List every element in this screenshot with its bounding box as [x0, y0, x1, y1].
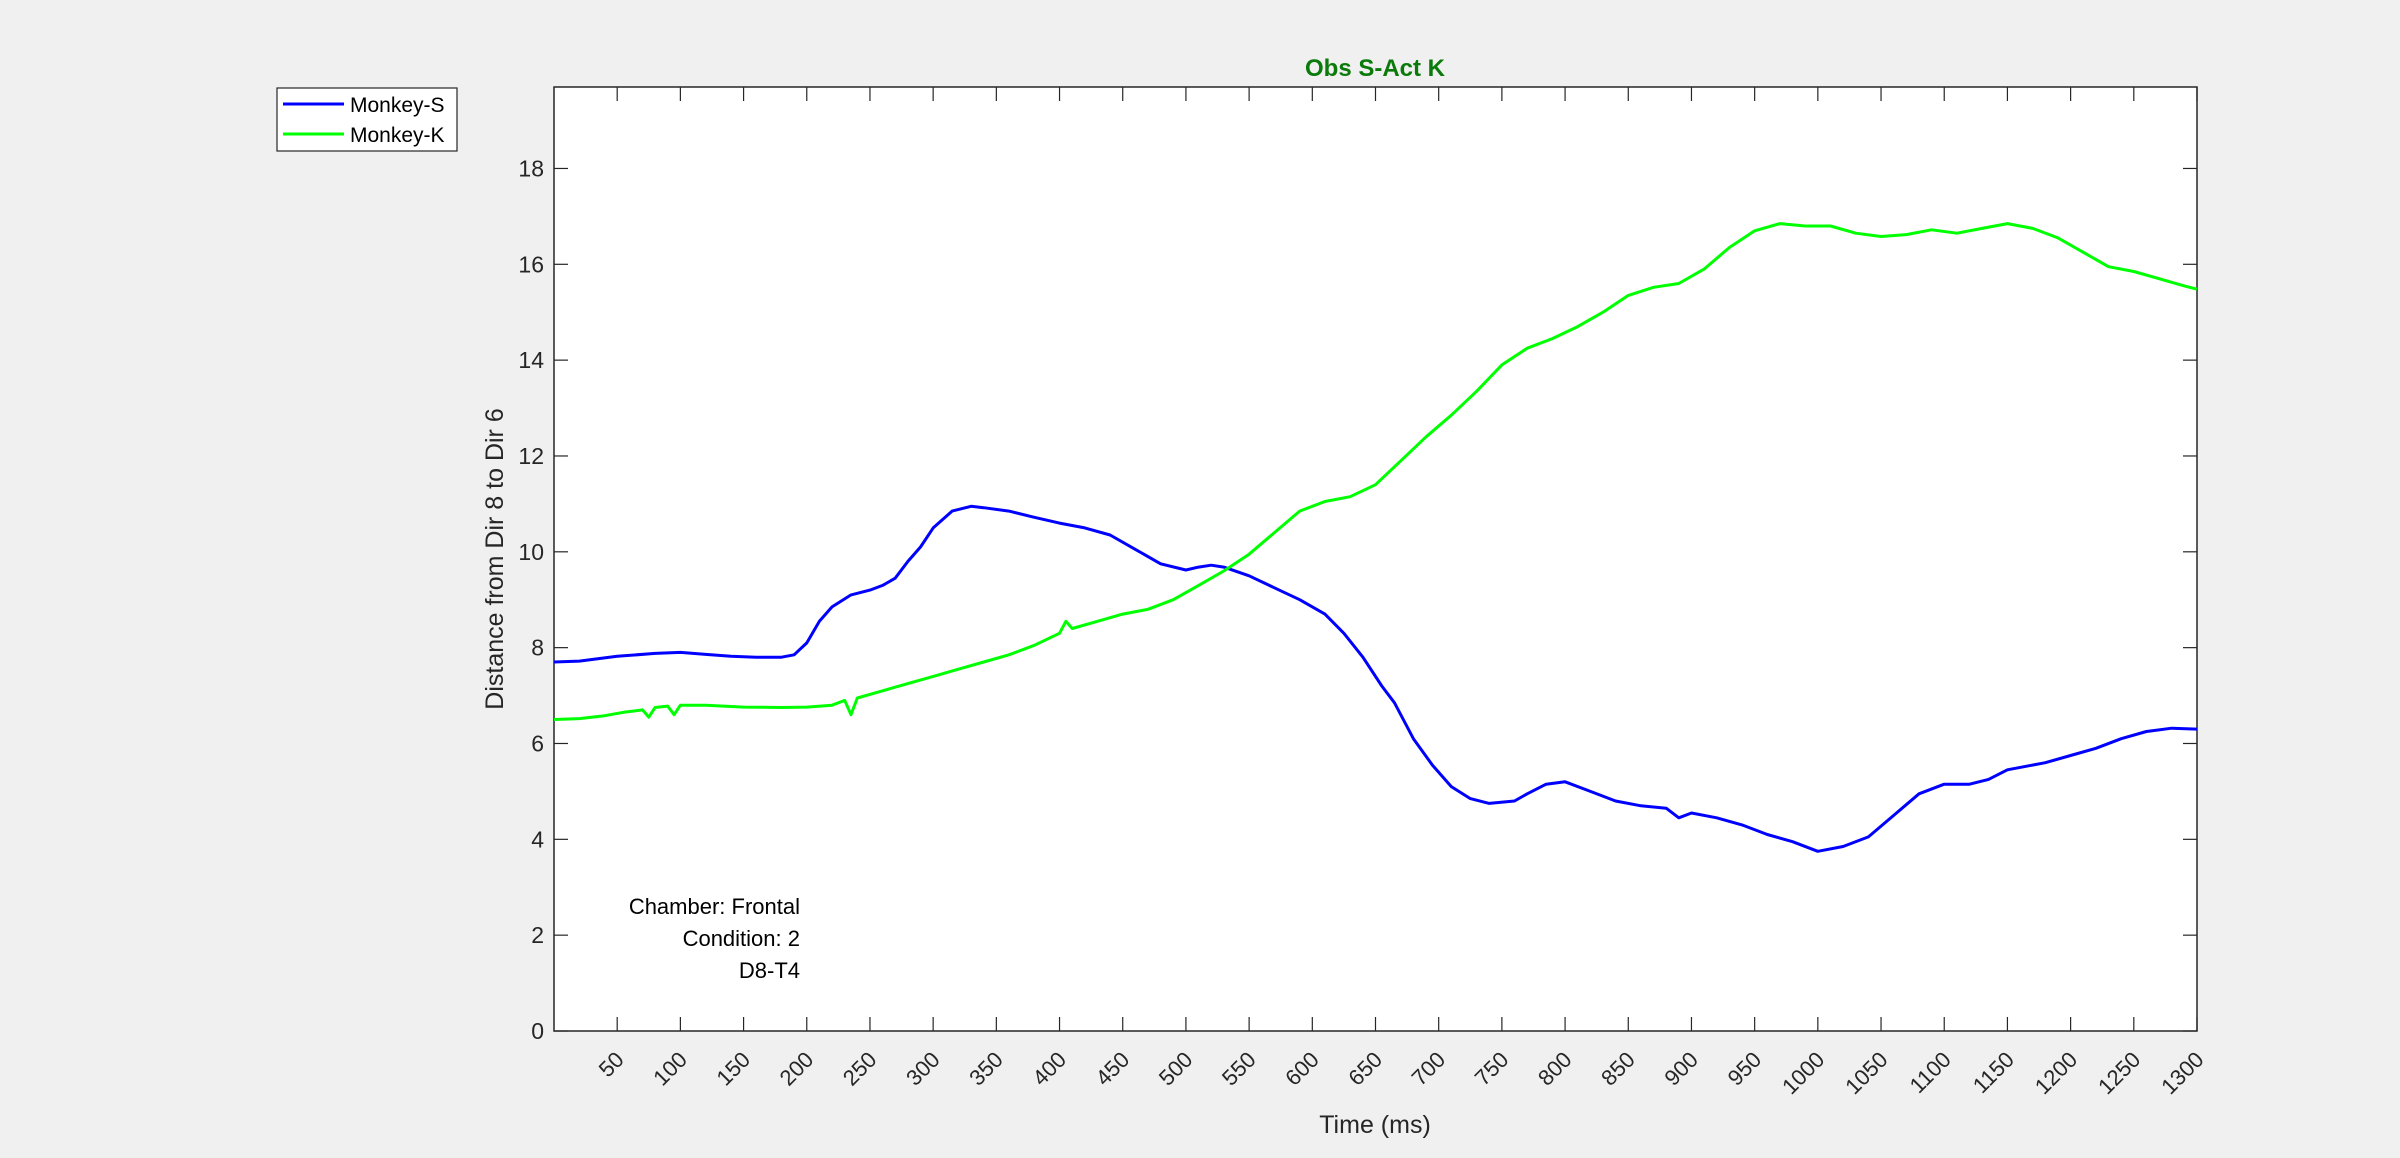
x-tick-label: 300	[901, 1047, 945, 1091]
y-tick-label: 2	[531, 922, 544, 948]
x-tick-label: 850	[1596, 1047, 1640, 1091]
x-tick-label: 200	[775, 1047, 819, 1091]
x-tick-label: 1050	[1840, 1047, 1892, 1099]
x-tick-label: 1200	[2030, 1047, 2082, 1099]
x-tick-label: 350	[964, 1047, 1008, 1091]
x-tick-label: 1000	[1777, 1047, 1829, 1099]
x-tick-label: 750	[1470, 1047, 1514, 1091]
x-tick-label: 1100	[1905, 1047, 1956, 1098]
x-tick-label: 1250	[2093, 1047, 2145, 1099]
x-tick-label: 700	[1407, 1047, 1451, 1091]
annotation-label: D8-T4	[739, 958, 800, 983]
y-tick-label: 18	[518, 155, 544, 181]
x-tick-label: 450	[1091, 1047, 1135, 1091]
chart-title: Obs S-Act K	[1305, 55, 1446, 82]
series-line-monkey-s	[553, 504, 2198, 853]
y-tick-label: 4	[531, 826, 544, 852]
y-tick-label: 6	[531, 730, 544, 756]
y-tick-label: 12	[518, 443, 544, 469]
legend-box	[276, 87, 458, 152]
series-layer	[553, 222, 2198, 853]
series-line-monkey-k	[553, 222, 2198, 721]
x-tick-label: 600	[1280, 1047, 1324, 1091]
y-tick-label: 0	[531, 1018, 544, 1044]
x-tick-label: 50	[594, 1047, 629, 1082]
y-tick-label: 8	[531, 635, 544, 661]
y-axis-label: Distance from Dir 8 to Dir 6	[481, 408, 509, 709]
x-tick-label: 800	[1533, 1047, 1577, 1091]
x-tick-label: 650	[1343, 1047, 1387, 1091]
plot-area	[553, 86, 2198, 1032]
annotation-box: Chamber: Frontal Condition: 2 D8-T4	[629, 894, 800, 983]
x-axis-label: Time (ms)	[1319, 1111, 1431, 1139]
x-tick-label: 1150	[1968, 1047, 2019, 1098]
x-tick-label: 150	[711, 1047, 755, 1091]
x-tick-label: 400	[1027, 1047, 1071, 1091]
y-axis: 0 2 4 6 8 10 12 14 16 18	[518, 155, 2197, 1044]
annotation-condition: Condition: 2	[683, 926, 800, 951]
y-tick-label: 10	[518, 539, 544, 565]
legend-label-monkey-k: Monkey-K	[350, 124, 445, 147]
x-tick-label: 250	[838, 1047, 882, 1091]
annotation-chamber: Chamber: Frontal	[629, 894, 800, 919]
x-tick-label: 100	[648, 1047, 692, 1091]
y-tick-label: 14	[518, 347, 544, 373]
x-tick-label: 500	[1154, 1047, 1198, 1091]
x-tick-label: 950	[1723, 1047, 1767, 1091]
y-tick-label: 16	[518, 251, 544, 277]
x-tick-label: 1300	[2156, 1047, 2208, 1099]
x-tick-label: 550	[1217, 1047, 1261, 1091]
x-tick-label: 900	[1659, 1047, 1703, 1091]
legend[interactable]: Monkey-S Monkey-K	[276, 87, 458, 152]
legend-label-monkey-s: Monkey-S	[350, 94, 445, 117]
